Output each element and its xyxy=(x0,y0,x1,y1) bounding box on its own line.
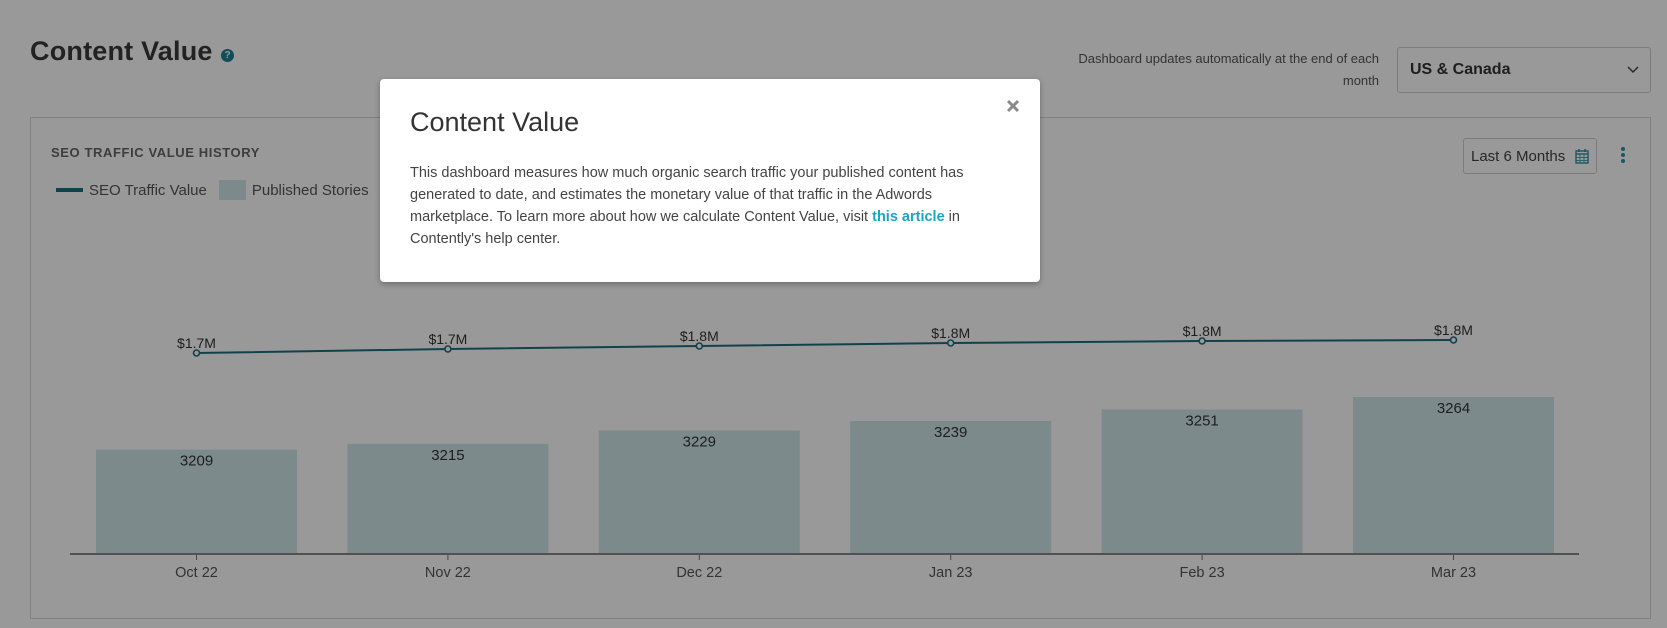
question-circle-icon[interactable]: ? xyxy=(221,49,234,62)
region-select[interactable]: US & Canada xyxy=(1397,47,1651,93)
legend-line-swatch xyxy=(56,188,83,192)
kebab-menu-icon[interactable] xyxy=(1620,146,1626,164)
modal-title: Content Value xyxy=(410,107,580,137)
legend-item-published-stories: Published Stories xyxy=(251,181,369,199)
help-article-link[interactable]: this article xyxy=(872,209,945,225)
modal-body: This dashboard measures how much organic… xyxy=(410,162,1015,250)
legend-bar-swatch xyxy=(218,180,246,200)
date-range-button[interactable]: Last 6 Months xyxy=(1463,138,1597,174)
region-select-value: US & Canada xyxy=(1410,61,1511,78)
calendar-icon xyxy=(1575,149,1589,164)
modal-body-text-end: in Contently's help center. xyxy=(410,209,960,247)
page-title: Content Value xyxy=(30,36,213,66)
close-icon[interactable] xyxy=(1006,99,1020,113)
modal-body-text: This dashboard measures how much organic… xyxy=(410,165,964,225)
card-title: SEO TRAFFIC VALUE HISTORY xyxy=(51,145,261,160)
legend-item-seo-traffic-value: SEO Traffic Value xyxy=(89,181,207,199)
update-note: Dashboard updates automatically at the e… xyxy=(1078,51,1379,88)
date-range-label: Last 6 Months xyxy=(1471,148,1566,165)
chevron-down-icon xyxy=(1627,66,1639,74)
chart-legend: SEO Traffic Value Published Stories xyxy=(56,180,369,200)
content-value-modal: Content Value This dashboard measures ho… xyxy=(380,79,1040,282)
